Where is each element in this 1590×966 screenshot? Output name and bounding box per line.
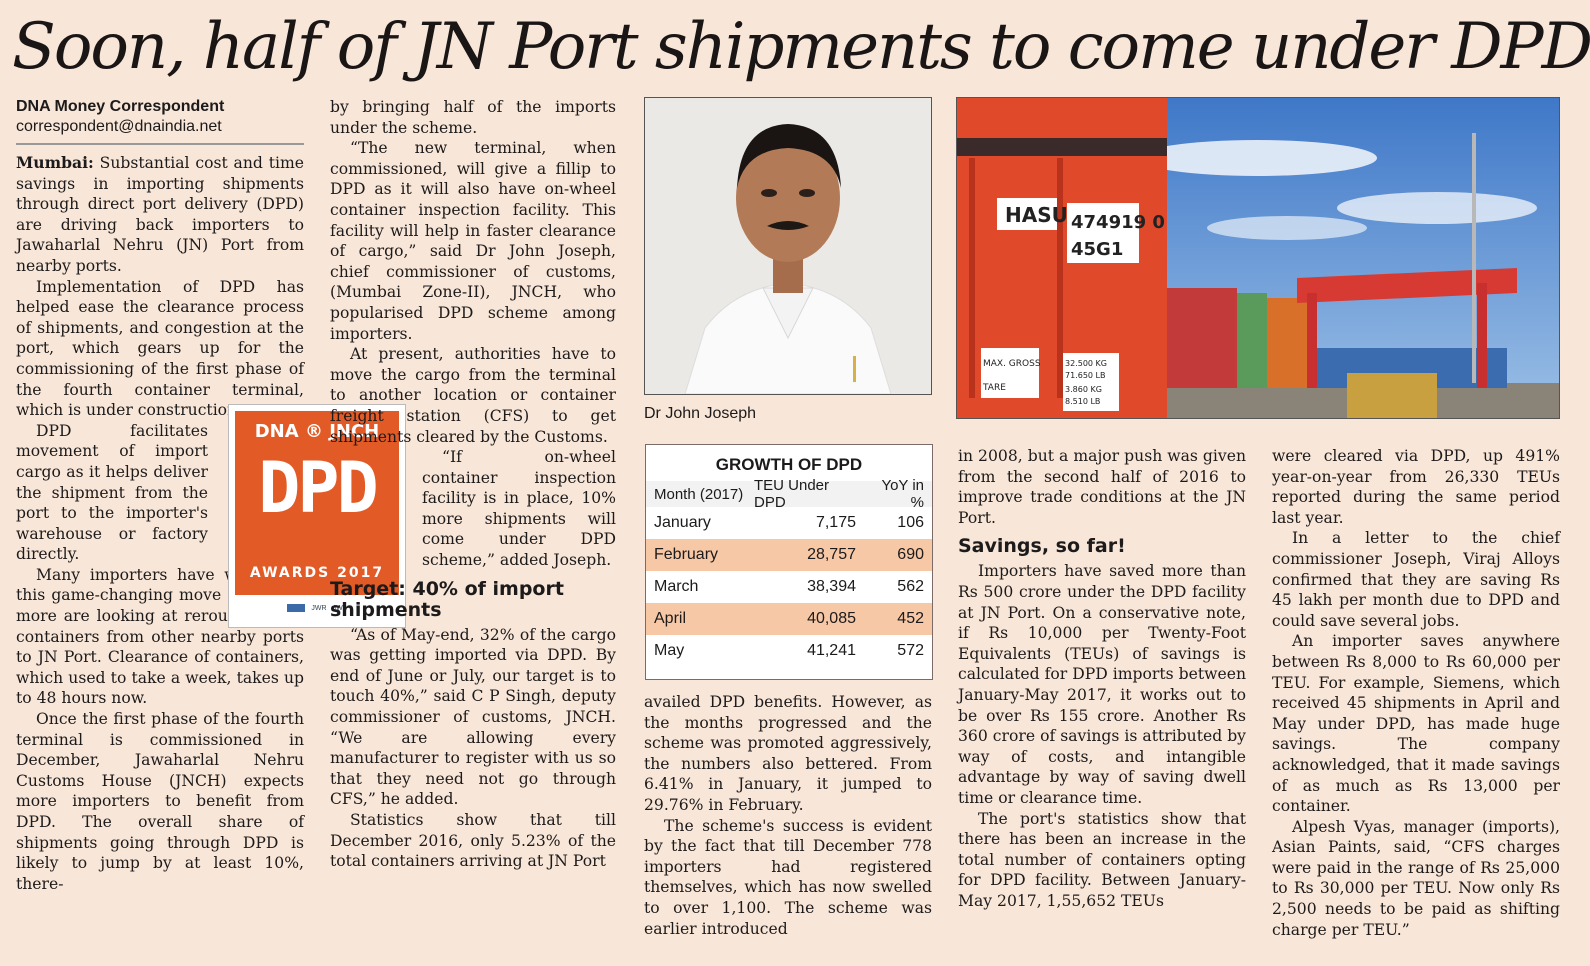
- paragraph: “As of May-end, 32% of the cargo was get…: [330, 625, 616, 809]
- byline: DNA Money Correspondent correspondent@dn…: [16, 97, 304, 137]
- byline-divider: [16, 143, 304, 145]
- article-column-4: in 2008, but a major push was given from…: [958, 446, 1246, 948]
- table-header-row: Month (2017) TEU Under DPD YoY in %: [646, 477, 932, 511]
- table-row: January 7,175 106: [646, 507, 932, 539]
- table-cell-teu: 7,175: [815, 514, 856, 531]
- container-weight-1: 32.500 KG: [1065, 359, 1107, 368]
- paragraph: Implementation of DPD has helped ease th…: [16, 277, 304, 420]
- table-header-month: Month (2017): [654, 485, 744, 503]
- table-cell-teu: 38,394: [807, 578, 856, 595]
- table-row: April 40,085 452: [646, 603, 932, 635]
- paragraph: The scheme's success is evident by the f…: [644, 816, 932, 938]
- paragraph: “If on-wheel container inspection facili…: [422, 448, 616, 570]
- paragraph: At present, authorities have to move the…: [330, 345, 616, 446]
- container-illustration: HASU 474919 0 45G1 MAX. GROSS TARE 32.50…: [957, 98, 1559, 418]
- table-cell-month: May: [654, 642, 685, 659]
- paragraph: in 2008, but a major push was given from…: [958, 447, 1246, 527]
- paragraph: Alpesh Vyas, manager (imports), Asian Pa…: [1272, 817, 1560, 939]
- paragraph: DPD facilitates movement of import cargo…: [16, 421, 208, 564]
- table-cell-month: January: [654, 514, 711, 531]
- article-column-3: availed DPD benefits. However, as the mo…: [644, 692, 932, 948]
- paragraph: Mumbai: Substantial cost and time saving…: [16, 153, 304, 275]
- table-header-yoy: YoY in %: [881, 477, 924, 511]
- table-cell-teu: 41,241: [807, 642, 856, 659]
- table-cell-yoy: 452: [897, 610, 924, 627]
- paragraph: were cleared via DPD, up 491% year-on-ye…: [1272, 447, 1560, 527]
- growth-of-dpd-table: GROWTH OF DPD Month (2017) TEU Under DPD…: [645, 444, 933, 680]
- article-column-2: by bringing half of the imports under th…: [330, 97, 616, 947]
- paragraph: availed DPD benefits. However, as the mo…: [644, 693, 932, 814]
- table-title: GROWTH OF DPD: [715, 455, 863, 474]
- container-number: 474919 0: [1071, 212, 1165, 233]
- sponsor-logo-1: [287, 604, 306, 612]
- table-cell-month: March: [654, 578, 699, 595]
- portrait-photo: [644, 97, 932, 395]
- paragraph: Statistics show that till December 2016,…: [330, 811, 616, 871]
- subheading-savings: Savings, so far!: [958, 535, 1126, 558]
- byline-name: DNA Money Correspondent: [16, 98, 225, 115]
- paragraph: “The new terminal, when commissioned, wi…: [330, 139, 616, 343]
- container-weight-3: 3.860 KG: [1065, 385, 1102, 394]
- table-cell-yoy: 562: [897, 578, 924, 595]
- table-row: May 41,241 572: [646, 635, 932, 667]
- container-tare-label: TARE: [982, 383, 1006, 393]
- table-cell-yoy: 690: [897, 546, 924, 563]
- photo-caption: Dr John Joseph: [644, 405, 757, 422]
- table-cell-month: February: [654, 546, 719, 563]
- sponsor-logo-3: JWL: [332, 604, 347, 612]
- table-cell-teu: 40,085: [807, 610, 856, 627]
- table-cell-month: April: [654, 610, 687, 627]
- paragraph: by bringing half of the imports under th…: [330, 98, 616, 137]
- paragraph: Once the first phase of the fourth termi…: [16, 710, 304, 893]
- table-row: March 38,394 562: [646, 571, 932, 603]
- logo-dpd-text: DPD: [258, 447, 378, 529]
- logo-sponsors: JWR JWL: [235, 595, 399, 621]
- container-weight-2: 71.650 LB: [1065, 371, 1105, 380]
- subheading-target: Target: 40% of import shipments: [330, 577, 564, 621]
- byline-email[interactable]: correspondent@dnaindia.net: [16, 118, 222, 135]
- container-max-gross-label: MAX. GROSS: [983, 359, 1041, 369]
- dateline: Mumbai:: [16, 153, 94, 172]
- table-cell-yoy: 106: [897, 514, 924, 531]
- table-header-teu: TEU Under DPD: [754, 477, 830, 511]
- table-cell-yoy: 572: [897, 642, 924, 659]
- table-row: February 28,757 690: [646, 539, 932, 571]
- headline: Soon, half of JN Port shipments to come …: [12, 10, 1590, 84]
- person-illustration: [645, 98, 931, 394]
- paragraph: Importers have saved more than Rs 500 cr…: [958, 562, 1246, 807]
- table-cell-teu: 28,757: [807, 546, 856, 563]
- container-type: 45G1: [1071, 239, 1123, 260]
- article-column-1: DNA Money Correspondent correspondent@dn…: [16, 97, 304, 947]
- dpd-awards-logo: DNA ® JNCH DPD AWARDS 2017 JWR JWL: [228, 404, 406, 628]
- paragraph: The port's statistics show that there ha…: [958, 809, 1246, 910]
- container-port-photo: HASU 474919 0 45G1 MAX. GROSS TARE 32.50…: [956, 97, 1560, 419]
- container-weight-4: 8.510 LB: [1065, 397, 1100, 406]
- paragraph: An importer saves anywhere between Rs 8,…: [1272, 632, 1560, 816]
- paragraph: In a letter to the chief commissioner Jo…: [1272, 529, 1560, 630]
- container-code: HASU: [1005, 203, 1068, 227]
- article-column-5: were cleared via DPD, up 491% year-on-ye…: [1272, 446, 1560, 948]
- logo-awards-text: AWARDS 2017: [249, 565, 385, 581]
- logo-top-text: DNA ® JNCH: [254, 421, 380, 442]
- sponsor-logo-2: JWR: [311, 604, 327, 612]
